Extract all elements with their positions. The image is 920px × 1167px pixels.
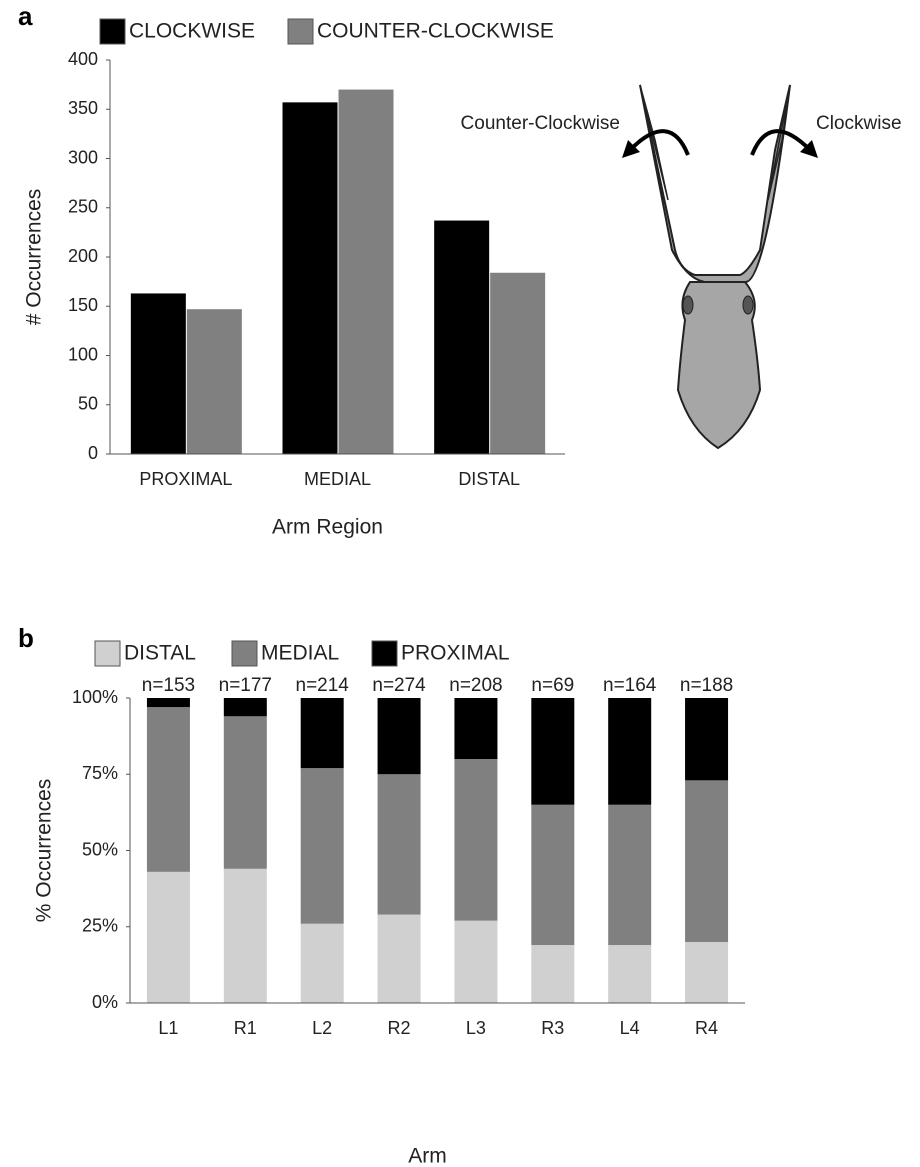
y-tick-label: 100 bbox=[68, 344, 98, 364]
bar-segment bbox=[300, 923, 344, 1003]
y-tick-label: 50% bbox=[82, 839, 118, 859]
bar-label: n=274 bbox=[372, 675, 426, 696]
x-tick-label: R1 bbox=[234, 1018, 257, 1038]
bar-segment bbox=[223, 716, 267, 869]
y-tick-label: 400 bbox=[68, 49, 98, 69]
y-tick-label: 50 bbox=[78, 394, 98, 414]
y-tick-label: 25% bbox=[82, 916, 118, 936]
octopus-illustration bbox=[622, 84, 818, 450]
y-axis-title: % Occurrences bbox=[33, 779, 56, 923]
bar-label: n=164 bbox=[603, 675, 657, 696]
bar-segment bbox=[454, 759, 498, 921]
bar-label: n=188 bbox=[680, 675, 733, 696]
y-tick-label: 0 bbox=[88, 443, 98, 463]
legend-swatch bbox=[231, 640, 258, 667]
bar bbox=[130, 293, 186, 454]
bar-label: n=69 bbox=[531, 675, 574, 696]
x-axis-title: Arm Region bbox=[272, 516, 383, 539]
bar-segment bbox=[146, 698, 190, 708]
x-tick-label: DISTAL bbox=[458, 469, 520, 489]
y-tick-label: 0% bbox=[92, 992, 118, 1012]
legend-label: PROXIMAL bbox=[401, 642, 510, 665]
x-tick-label: MEDIAL bbox=[304, 469, 371, 489]
bar bbox=[282, 102, 338, 454]
bar-segment bbox=[608, 945, 652, 1003]
x-tick-label: R2 bbox=[388, 1018, 411, 1038]
y-tick-label: 250 bbox=[68, 197, 98, 217]
bar-segment bbox=[300, 768, 344, 924]
legend-label: CLOCKWISE bbox=[129, 20, 255, 43]
bar-segment bbox=[146, 707, 190, 872]
x-tick-label: R3 bbox=[541, 1018, 564, 1038]
bar-segment bbox=[531, 804, 575, 946]
y-tick-label: 300 bbox=[68, 147, 98, 167]
y-axis-title: # Occurrences bbox=[23, 189, 46, 326]
annotation: Counter-Clockwise bbox=[461, 113, 620, 134]
bar bbox=[186, 309, 242, 454]
bar-segment bbox=[223, 698, 267, 717]
bar-segment bbox=[300, 698, 344, 769]
bar-segment bbox=[377, 914, 421, 1003]
legend-swatch bbox=[371, 640, 398, 667]
bar-segment bbox=[608, 804, 652, 946]
legend-label: MEDIAL bbox=[261, 642, 339, 665]
x-tick-label: L4 bbox=[620, 1018, 640, 1038]
y-tick-label: 350 bbox=[68, 98, 98, 118]
x-tick-label: R4 bbox=[695, 1018, 718, 1038]
legend-label: COUNTER-CLOCKWISE bbox=[317, 20, 554, 43]
bar bbox=[338, 89, 394, 455]
bar-segment bbox=[454, 920, 498, 1003]
x-tick-label: L1 bbox=[158, 1018, 178, 1038]
legend-label: DISTAL bbox=[124, 642, 196, 665]
bar-label: n=214 bbox=[296, 675, 350, 696]
bar-segment bbox=[454, 698, 498, 759]
bar bbox=[434, 220, 490, 454]
bar-segment bbox=[685, 698, 729, 781]
bar-label: n=208 bbox=[449, 675, 502, 696]
x-tick-label: L2 bbox=[312, 1018, 332, 1038]
x-axis-title: Arm bbox=[408, 1145, 447, 1167]
y-tick-label: 75% bbox=[82, 763, 118, 783]
bar-label: n=177 bbox=[219, 675, 272, 696]
bar-segment bbox=[377, 774, 421, 915]
bar-segment bbox=[531, 945, 575, 1003]
y-tick-label: 200 bbox=[68, 246, 98, 266]
legend-swatch bbox=[287, 18, 314, 45]
annotation: Clockwise bbox=[816, 113, 902, 134]
bar-segment bbox=[685, 942, 729, 1003]
x-tick-label: L3 bbox=[466, 1018, 486, 1038]
bar-segment bbox=[685, 780, 729, 942]
bar-label: n=153 bbox=[142, 675, 195, 696]
bar bbox=[490, 272, 546, 454]
y-tick-label: 150 bbox=[68, 295, 98, 315]
bar-segment bbox=[608, 698, 652, 805]
bar-segment bbox=[531, 698, 575, 805]
bar-segment bbox=[377, 698, 421, 775]
legend-swatch bbox=[99, 18, 126, 45]
panel-label: a bbox=[18, 1, 33, 31]
y-tick-label: 100% bbox=[72, 687, 118, 707]
panel-label: b bbox=[18, 623, 34, 653]
bar-segment bbox=[146, 871, 190, 1003]
bar-segment bbox=[223, 868, 267, 1003]
x-tick-label: PROXIMAL bbox=[139, 469, 232, 489]
legend-swatch bbox=[94, 640, 121, 667]
